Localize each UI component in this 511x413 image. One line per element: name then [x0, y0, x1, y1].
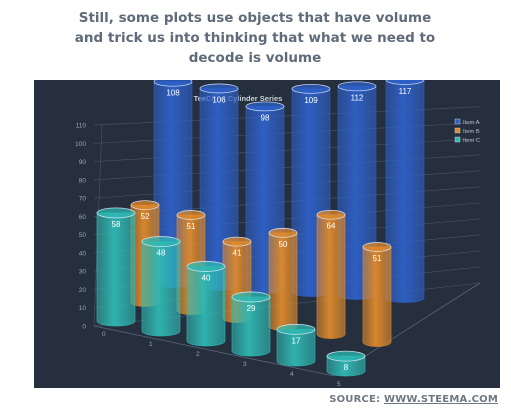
source-credit: SOURCE: WWW.STEEMA.COM: [329, 394, 498, 405]
floor-edge: [93, 282, 481, 377]
cylinder-item-a-5: 117: [385, 80, 425, 303]
headline-line-3: decode is volume: [188, 50, 322, 66]
data-label: 112: [351, 93, 364, 102]
x-tick-label: 4: [290, 371, 294, 378]
cylinder-item-c-1: 48: [141, 236, 181, 337]
data-label: 98: [261, 113, 270, 122]
data-label: 40: [202, 273, 211, 282]
y-tick-label: 40: [79, 250, 87, 257]
x-tick-label: 3: [243, 361, 247, 368]
x-tick-label: 2: [196, 351, 200, 358]
y-tick-label: 20: [79, 287, 87, 294]
y-tick-label: 90: [79, 159, 87, 166]
source-link[interactable]: WWW.STEEMA.COM: [383, 394, 498, 405]
y-tick-label: 10: [79, 305, 87, 312]
data-label: 109: [304, 96, 318, 105]
slide-headline: Still, some plots use objects that have …: [60, 8, 450, 68]
data-label: 50: [279, 240, 288, 249]
data-label: 117: [399, 87, 412, 96]
y-tick-label: 50: [79, 232, 87, 239]
data-label: 58: [112, 220, 121, 229]
legend-swatch: [454, 136, 461, 143]
y-tick-label: 60: [79, 214, 87, 221]
data-label: 29: [247, 304, 256, 313]
data-label: 64: [327, 222, 336, 231]
data-label: 51: [373, 254, 382, 263]
data-label: 52: [141, 212, 150, 221]
cylinder-item-b-5: 51: [362, 242, 392, 347]
cylinder-item-c-0: 58: [96, 207, 136, 327]
y-tick-label: 70: [79, 196, 87, 203]
cylinder-item-c-2: 40: [186, 261, 226, 347]
y-tick-label: 80: [79, 177, 87, 184]
data-label: 41: [233, 249, 242, 258]
data-label: 17: [292, 336, 301, 345]
y-tick-label: 30: [79, 269, 87, 276]
x-tick-label: 1: [149, 341, 153, 348]
x-tick-label: 0: [102, 331, 106, 338]
legend-label: Item C: [463, 138, 480, 144]
data-label: 108: [166, 89, 180, 98]
cylinder-item-c-5: 8: [326, 350, 366, 377]
data-label: 48: [157, 249, 166, 258]
legend-label: Item B: [463, 129, 480, 135]
cylinder-item-c-3: 29: [231, 291, 271, 357]
y-tick-label: 110: [76, 123, 87, 130]
source-prefix: SOURCE:: [329, 394, 384, 405]
x-tick-label: 5: [337, 381, 341, 388]
cylinder-item-b-3: 50: [268, 227, 298, 331]
legend-label: Item A: [463, 120, 480, 126]
data-label: 106: [212, 95, 226, 104]
cylinder-chart: TeeChart Cylinder Series 010203040506070…: [75, 80, 481, 388]
headline-line-2: and trick us into thinking that what we …: [74, 30, 436, 46]
legend-swatch: [454, 127, 461, 134]
data-label: 8: [344, 363, 349, 372]
cylinder-item-c-4: 17: [276, 323, 316, 367]
headline-line-1: Still, some plots use objects that have …: [78, 10, 432, 26]
legend-swatch: [454, 118, 461, 125]
y-tick-label: 100: [75, 141, 86, 148]
y-tick-label: 0: [82, 324, 86, 331]
data-label: 51: [187, 222, 196, 231]
cylinder-item-b-4: 64: [316, 209, 346, 339]
chart-panel: TeeChart Cylinder Series 010203040506070…: [34, 80, 500, 388]
